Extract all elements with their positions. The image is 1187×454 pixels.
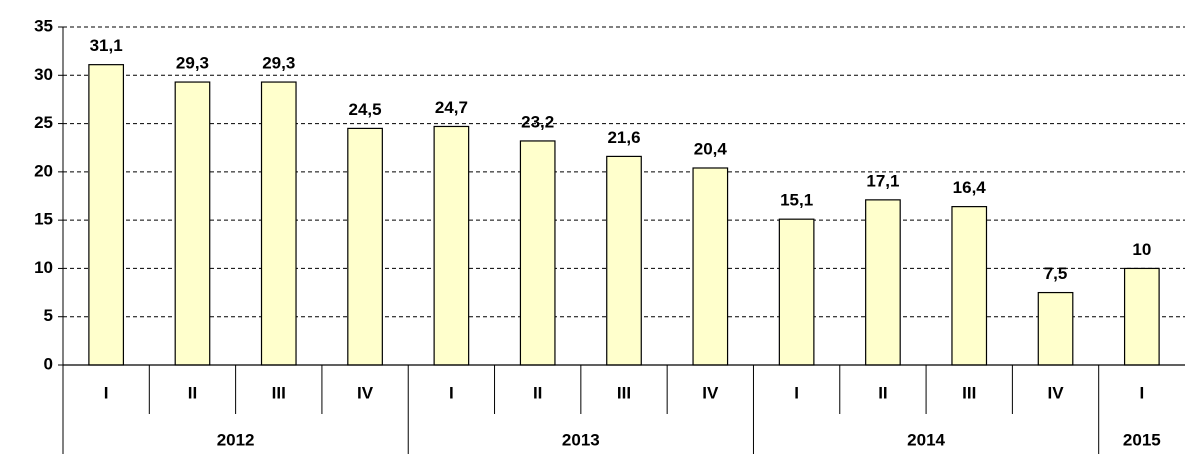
value-label: 29,3 <box>262 54 295 73</box>
x-tick-label: II <box>878 383 887 402</box>
bar <box>1037 291 1074 366</box>
bar <box>260 81 297 366</box>
x-tick-label: IV <box>1048 383 1065 402</box>
value-label: 7,5 <box>1044 264 1068 283</box>
y-tick-label: 15 <box>34 210 53 229</box>
bar <box>865 199 901 366</box>
x-tick-label: IV <box>702 383 719 402</box>
x-tick-label: I <box>1139 383 1144 402</box>
value-label: 16,4 <box>953 178 987 197</box>
x-tick-label: II <box>533 383 542 402</box>
group-label: 2014 <box>907 430 945 449</box>
value-label: 24,7 <box>435 98 468 117</box>
x-tick-label: IV <box>357 383 374 402</box>
group-label: 2012 <box>217 430 255 449</box>
bar <box>951 206 988 366</box>
value-label: 21,6 <box>607 128 640 147</box>
value-label: 15,1 <box>780 191 813 210</box>
bar <box>778 218 815 366</box>
y-tick-label: 30 <box>34 65 53 84</box>
value-label: 29,3 <box>176 54 209 73</box>
value-label: 24,5 <box>349 100 382 119</box>
bar <box>692 167 729 366</box>
bar <box>606 155 642 366</box>
x-tick-label: I <box>794 383 799 402</box>
bar <box>519 140 556 366</box>
bar <box>1123 267 1160 366</box>
x-tick-label: II <box>188 383 197 402</box>
bar <box>174 81 211 366</box>
bar <box>433 125 470 366</box>
y-tick-label: 25 <box>34 113 53 132</box>
x-tick-label: I <box>104 383 109 402</box>
value-label: 10 <box>1132 240 1151 259</box>
y-tick-label: 10 <box>34 258 53 277</box>
value-label: 17,1 <box>866 171 899 190</box>
bar <box>347 127 383 366</box>
x-tick-label: III <box>272 383 286 402</box>
y-tick-label: 0 <box>44 354 53 373</box>
group-label: 2013 <box>562 430 600 449</box>
x-tick-label: III <box>962 383 976 402</box>
x-tick-label: III <box>617 383 631 402</box>
value-label: 31,1 <box>90 36 123 55</box>
bar <box>88 64 125 366</box>
value-label: 20,4 <box>694 139 728 158</box>
value-label: 23,2 <box>521 112 554 131</box>
group-label: 2015 <box>1123 430 1161 449</box>
y-tick-label: 5 <box>44 306 53 325</box>
y-tick-label: 35 <box>34 16 53 35</box>
x-tick-label: I <box>449 383 454 402</box>
y-tick-label: 20 <box>34 161 53 180</box>
